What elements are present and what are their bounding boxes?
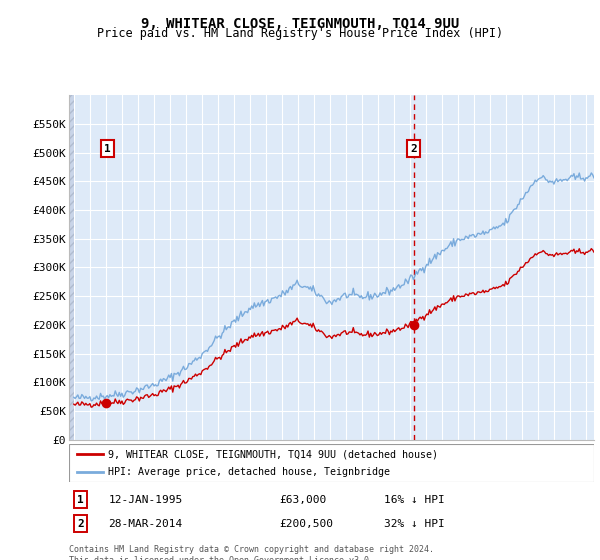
Text: 1: 1 [77, 494, 84, 505]
Bar [69, 95, 74, 440]
Text: Contains HM Land Registry data © Crown copyright and database right 2024.
This d: Contains HM Land Registry data © Crown c… [69, 545, 434, 560]
Text: £200,500: £200,500 [279, 519, 333, 529]
Text: 16% ↓ HPI: 16% ↓ HPI [384, 494, 445, 505]
Text: 28-MAR-2014: 28-MAR-2014 [109, 519, 182, 529]
Text: 9, WHITEAR CLOSE, TEIGNMOUTH, TQ14 9UU (detached house): 9, WHITEAR CLOSE, TEIGNMOUTH, TQ14 9UU (… [109, 449, 439, 459]
Text: 1: 1 [104, 143, 111, 153]
Text: 2: 2 [410, 143, 417, 153]
FancyBboxPatch shape [69, 444, 594, 482]
Text: 2: 2 [77, 519, 84, 529]
Text: 12-JAN-1995: 12-JAN-1995 [109, 494, 182, 505]
Text: Price paid vs. HM Land Registry's House Price Index (HPI): Price paid vs. HM Land Registry's House … [97, 27, 503, 40]
Text: HPI: Average price, detached house, Teignbridge: HPI: Average price, detached house, Teig… [109, 467, 391, 477]
Text: 9, WHITEAR CLOSE, TEIGNMOUTH, TQ14 9UU: 9, WHITEAR CLOSE, TEIGNMOUTH, TQ14 9UU [141, 17, 459, 31]
Text: 32% ↓ HPI: 32% ↓ HPI [384, 519, 445, 529]
Text: £63,000: £63,000 [279, 494, 326, 505]
